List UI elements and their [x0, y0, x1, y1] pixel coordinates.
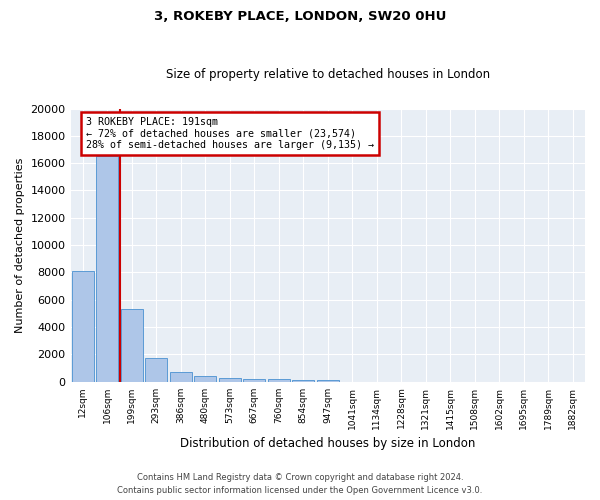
Bar — [72, 271, 94, 382]
Bar — [317, 380, 339, 382]
Bar — [194, 376, 217, 382]
X-axis label: Distribution of detached houses by size in London: Distribution of detached houses by size … — [180, 437, 475, 450]
Bar — [96, 156, 118, 382]
Bar — [170, 372, 192, 382]
Text: 3 ROKEBY PLACE: 191sqm
← 72% of detached houses are smaller (23,574)
28% of semi: 3 ROKEBY PLACE: 191sqm ← 72% of detached… — [86, 116, 374, 150]
Text: Contains HM Land Registry data © Crown copyright and database right 2024.
Contai: Contains HM Land Registry data © Crown c… — [118, 474, 482, 495]
Bar — [292, 380, 314, 382]
Title: Size of property relative to detached houses in London: Size of property relative to detached ho… — [166, 68, 490, 81]
Bar — [145, 358, 167, 382]
Bar — [268, 380, 290, 382]
Bar — [243, 379, 265, 382]
Bar — [121, 310, 143, 382]
Text: 3, ROKEBY PLACE, LONDON, SW20 0HU: 3, ROKEBY PLACE, LONDON, SW20 0HU — [154, 10, 446, 23]
Y-axis label: Number of detached properties: Number of detached properties — [15, 158, 25, 333]
Bar — [219, 378, 241, 382]
